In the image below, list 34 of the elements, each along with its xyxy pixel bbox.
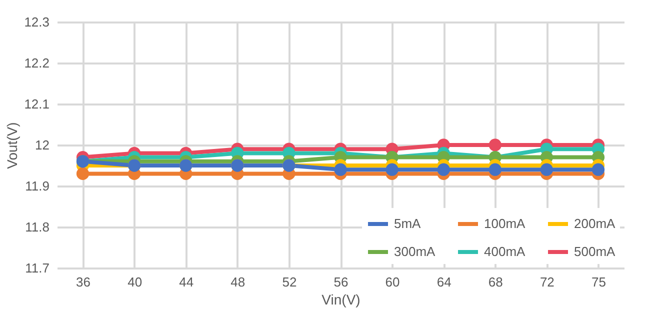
y-tick-label: 11.8 <box>25 220 50 234</box>
point <box>386 163 398 176</box>
legend-label: 5mA <box>394 216 422 231</box>
x-tick-label: 48 <box>230 274 246 290</box>
x-tick-label: 72 <box>540 274 554 290</box>
y-tick-label: 12 <box>35 138 50 152</box>
y-axis-title: Vout(V) <box>4 122 20 169</box>
x-tick-label: 40 <box>128 274 142 290</box>
point <box>488 138 502 152</box>
legend-label: 100mA <box>484 216 526 231</box>
x-tick-label: 60 <box>385 274 400 290</box>
x-tick-label: 75 <box>591 274 606 290</box>
legend-label: 200mA <box>574 216 616 231</box>
point <box>334 163 347 176</box>
x-tick-label: 52 <box>282 274 297 290</box>
x-axis-title: Vin(V) <box>322 292 360 308</box>
x-tick-label: 44 <box>179 274 194 290</box>
x-tick-label: 64 <box>436 274 452 290</box>
y-tick-label: 12.1 <box>24 96 50 112</box>
point <box>540 163 554 176</box>
y-tick-label: 12.3 <box>24 14 50 30</box>
y-tick-label: 12.2 <box>24 56 50 70</box>
point <box>488 163 502 176</box>
x-tick-label: 68 <box>488 274 503 290</box>
point <box>437 163 450 176</box>
x-tick-label: 56 <box>334 274 348 290</box>
point <box>592 163 605 176</box>
legend-label: 400mA <box>484 244 526 259</box>
y-tick-label: 11.9 <box>25 178 50 194</box>
y-tick-label: 11.7 <box>25 260 50 276</box>
point <box>76 167 90 180</box>
legend-label: 300mA <box>394 244 436 259</box>
x-tick-label: 36 <box>76 274 91 290</box>
legend-label: 500mA <box>574 244 616 259</box>
